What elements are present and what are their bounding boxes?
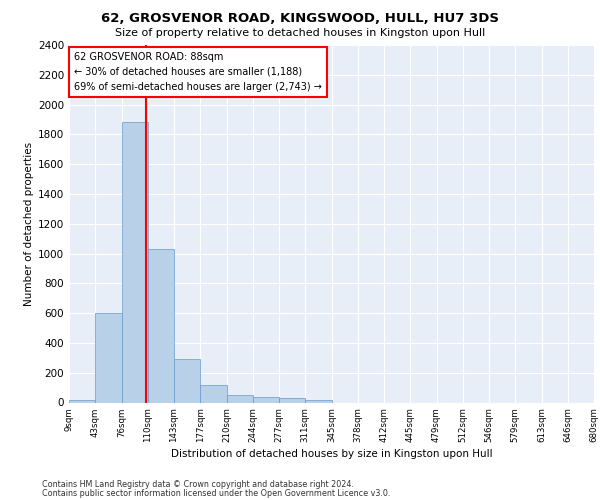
Bar: [305, 400, 331, 402]
Bar: [279, 398, 305, 402]
Y-axis label: Number of detached properties: Number of detached properties: [24, 142, 34, 306]
Text: 62, GROSVENOR ROAD, KINGSWOOD, HULL, HU7 3DS: 62, GROSVENOR ROAD, KINGSWOOD, HULL, HU7…: [101, 12, 499, 26]
Bar: [174, 360, 200, 403]
Bar: [148, 249, 174, 402]
Text: Contains public sector information licensed under the Open Government Licence v3: Contains public sector information licen…: [42, 488, 391, 498]
Text: 62 GROSVENOR ROAD: 88sqm
← 30% of detached houses are smaller (1,188)
69% of sem: 62 GROSVENOR ROAD: 88sqm ← 30% of detach…: [74, 52, 322, 92]
Bar: [121, 122, 148, 402]
Bar: [253, 396, 279, 402]
Text: Size of property relative to detached houses in Kingston upon Hull: Size of property relative to detached ho…: [115, 28, 485, 38]
Bar: [227, 395, 253, 402]
X-axis label: Distribution of detached houses by size in Kingston upon Hull: Distribution of detached houses by size …: [170, 449, 493, 459]
Bar: [69, 400, 95, 402]
Bar: [95, 313, 121, 402]
Text: Contains HM Land Registry data © Crown copyright and database right 2024.: Contains HM Land Registry data © Crown c…: [42, 480, 354, 489]
Bar: [200, 386, 227, 402]
